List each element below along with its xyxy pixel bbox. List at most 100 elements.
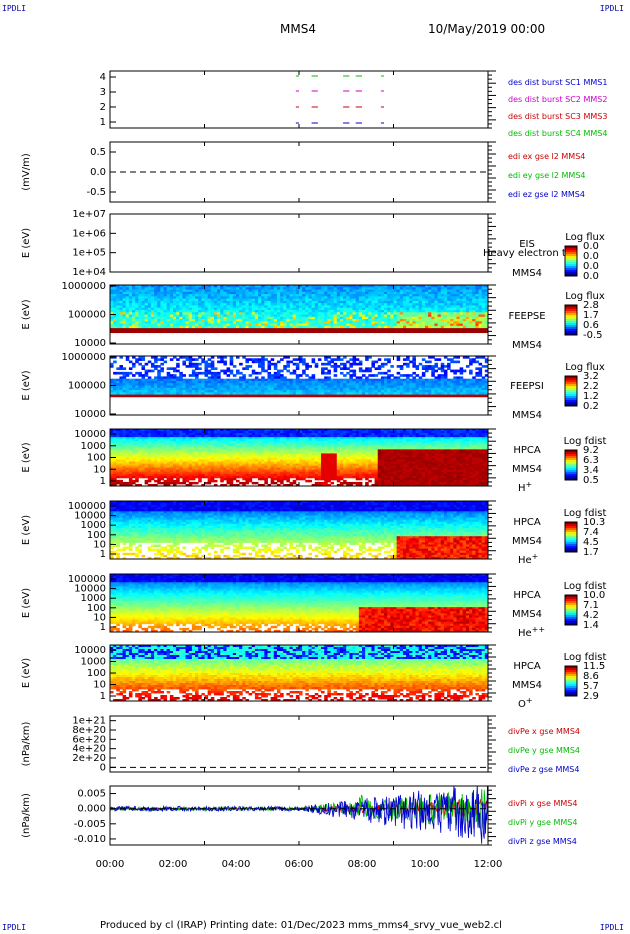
hpca_h-cell xyxy=(185,465,190,469)
feepse-cell xyxy=(229,312,234,315)
hpca_h-cell xyxy=(150,429,155,432)
feepse-cell xyxy=(324,314,328,318)
feepsi-cell xyxy=(195,365,199,368)
hpca_h-cell xyxy=(169,467,174,471)
hpca_h-cell xyxy=(169,473,174,477)
feepsi-cell xyxy=(239,385,243,389)
feepsi-cell xyxy=(349,387,353,391)
feepsi-cell xyxy=(276,383,281,386)
feepse-cell xyxy=(418,314,423,318)
feepse-cell xyxy=(223,285,227,288)
feepse-cell xyxy=(437,330,442,334)
feepse-cell xyxy=(447,285,451,288)
feepsi-cell xyxy=(308,392,312,395)
hpca_h-cell xyxy=(176,469,180,473)
feepse-cell xyxy=(321,319,325,322)
feepsi-cell xyxy=(469,362,473,366)
feepse-cell xyxy=(399,312,404,315)
feepse-cell xyxy=(346,303,350,306)
feepse-cell xyxy=(236,328,240,331)
hpca_h-cell xyxy=(147,433,152,436)
feepsi-cell xyxy=(431,392,435,395)
feepsi-cell xyxy=(434,380,438,384)
feepsi-cell xyxy=(336,380,341,384)
feepse-cell xyxy=(292,314,297,318)
feepse-cell xyxy=(396,325,401,329)
feepsi-cell xyxy=(302,371,306,375)
feepse-cell xyxy=(421,305,426,309)
feepsi-cell xyxy=(273,376,278,380)
feepsi-cell xyxy=(283,394,287,398)
feepse-cells xyxy=(110,285,488,334)
hpca_h-cell xyxy=(110,463,114,467)
feepsi-cell xyxy=(371,385,375,389)
feepse-cell xyxy=(402,323,407,327)
feepsi-cell xyxy=(254,387,259,391)
feepsi-cell xyxy=(349,369,353,373)
feepse-cell xyxy=(327,285,331,288)
feepse-cell xyxy=(305,307,309,311)
feepse-cell xyxy=(182,309,186,313)
feepsi-cbar-cell xyxy=(565,398,577,401)
eis-cbar-tick: 0.0 xyxy=(583,241,599,252)
hpca_h-cell xyxy=(163,431,168,434)
hpca_h-cell xyxy=(176,467,180,471)
feepse-cell xyxy=(264,328,268,331)
feepsi-cell xyxy=(295,362,300,366)
eis-cbar-title: Log flux xyxy=(565,232,605,243)
feepse-cell xyxy=(116,330,120,334)
feepse-cell xyxy=(286,307,290,311)
feepse-cell xyxy=(283,321,287,324)
feepse-cell xyxy=(346,294,350,297)
feepsi-cell xyxy=(453,376,457,380)
feepse-cell xyxy=(144,296,149,300)
feepse-cell xyxy=(176,303,180,306)
feepse-cell xyxy=(358,289,363,293)
feepse-cell xyxy=(210,330,215,334)
feepse-cell xyxy=(198,307,202,311)
feepsi-cell xyxy=(409,380,413,384)
feepsi-cell xyxy=(358,380,363,384)
feepse-cell xyxy=(305,298,309,302)
feepse-cell xyxy=(462,296,467,300)
feepse-cell xyxy=(264,316,268,320)
feepse-cell xyxy=(204,291,209,295)
feepsi-cell xyxy=(239,376,243,380)
feepse-cell xyxy=(447,287,451,290)
hpca_h-cell xyxy=(147,459,152,462)
feepse-cell xyxy=(453,298,457,302)
feepsi-cell xyxy=(182,356,186,359)
feepsi-cell xyxy=(220,380,224,384)
feepsi-cell xyxy=(166,380,171,384)
feepse-cell xyxy=(242,323,246,327)
feepsi-cell xyxy=(157,371,161,375)
feepse-cell xyxy=(160,289,164,293)
feepse-cell xyxy=(380,321,385,324)
hpca_h-cell xyxy=(173,459,177,462)
feepse-cell xyxy=(132,319,136,322)
hpca_h-cell xyxy=(128,469,133,473)
feepse-cell xyxy=(308,316,312,320)
feepse-cell xyxy=(292,296,297,300)
hpca_h-cell xyxy=(195,429,199,432)
feepse-cell xyxy=(346,289,350,293)
feepsi-cbar-cell xyxy=(565,384,577,387)
feepsi-cell xyxy=(478,369,483,373)
feepsi-cell xyxy=(324,358,328,361)
feepse-cell xyxy=(188,323,193,327)
hpca_h-cell xyxy=(138,471,142,475)
feepse-cell xyxy=(434,309,438,313)
feepse-cell xyxy=(481,328,486,331)
feepse-cell xyxy=(317,325,322,329)
feepsi-cell xyxy=(447,362,451,366)
feepse-cell xyxy=(119,291,123,295)
feepse-cell xyxy=(242,312,246,315)
hpca_h-cell xyxy=(125,449,130,452)
hpca_h-cell xyxy=(138,483,142,486)
feepse-cell xyxy=(443,325,448,329)
feepse-cell xyxy=(415,285,420,288)
feepse-cell xyxy=(349,325,353,329)
feepse-cell xyxy=(188,307,193,311)
feepsi-cell xyxy=(453,371,457,375)
feepsi-cell xyxy=(365,383,369,386)
